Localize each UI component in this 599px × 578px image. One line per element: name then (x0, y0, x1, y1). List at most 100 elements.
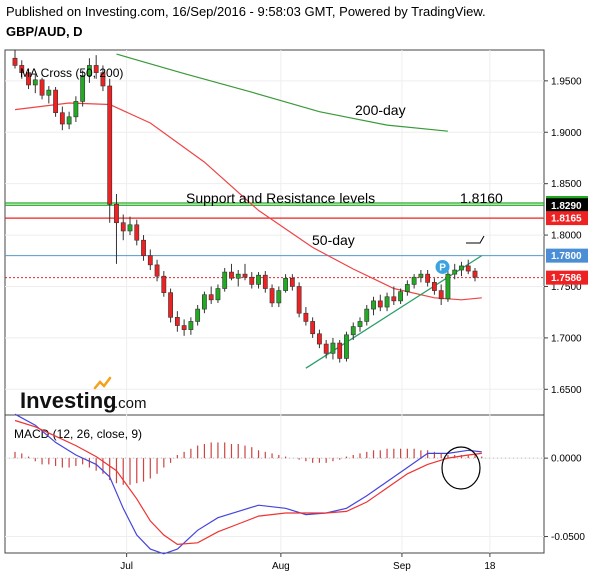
candle (59, 106, 65, 131)
logo-arrow-icon (93, 376, 112, 390)
svg-text:Investing: Investing (20, 388, 117, 413)
signal-line (14, 419, 482, 546)
candle (364, 304, 370, 326)
sr-value-annotation: 1.8160 (460, 190, 503, 206)
candle (66, 111, 72, 130)
candle (276, 286, 282, 308)
candle (350, 322, 356, 340)
candle (141, 235, 146, 261)
candle (161, 271, 167, 297)
candle (107, 78, 113, 223)
candle (229, 263, 234, 281)
candle (256, 272, 261, 289)
macd-axis[interactable]: 0.0000 -0.0500 (544, 454, 585, 543)
candle (46, 85, 52, 104)
candle (452, 263, 458, 280)
price-badge: 1.7586 (546, 270, 588, 285)
price-tick-label: 1.9500 (551, 76, 582, 87)
candle (398, 288, 403, 304)
candle (425, 270, 431, 287)
candle (32, 74, 38, 94)
price-badge: 1.7800 (546, 248, 588, 263)
candle (235, 270, 241, 287)
candle (215, 284, 221, 303)
candle (323, 339, 329, 359)
price-axis[interactable]: 1.6500 1.7000 1.7500 1.8000 1.8500 1.9000 1.95… (544, 76, 582, 396)
grid (5, 50, 544, 553)
ma-cross-label: MA Cross (50, 200) (20, 66, 123, 80)
svg-text:.com: .com (114, 395, 147, 412)
candle (181, 319, 187, 336)
candle (147, 249, 153, 271)
candle (418, 270, 424, 283)
candle (208, 286, 214, 304)
time-axis[interactable]: Jul Aug Sep 18 (120, 553, 496, 572)
price-tick-label: 1.7000 (551, 333, 582, 344)
candle (242, 263, 248, 281)
candle (391, 286, 397, 305)
candle (174, 311, 180, 332)
candle (357, 317, 363, 332)
candle (12, 50, 18, 69)
candle (317, 329, 322, 349)
highlight-circle (441, 446, 481, 490)
candle (53, 87, 58, 117)
ma50-annotation: 50-day (312, 232, 355, 248)
time-tick-label: Sep (393, 561, 411, 572)
candle (93, 55, 99, 79)
price-tick-label: 1.8000 (551, 231, 582, 242)
candle (310, 317, 316, 338)
time-tick-label: Jul (120, 561, 133, 572)
candle (283, 274, 288, 293)
candle (39, 77, 45, 100)
price-tick-label: 1.7500 (551, 282, 582, 293)
candle (377, 294, 383, 312)
candle (120, 214, 126, 241)
investing-logo: Investing .com (20, 376, 147, 413)
candle (330, 337, 336, 360)
candle (337, 339, 343, 363)
sr-annotation: Support and Resistance levels (186, 190, 375, 206)
macd-label: MACD (12, 26, close, 9) (14, 427, 142, 441)
price-badge: 1.8290 (546, 198, 588, 213)
ma200-annotation: 200-day (355, 102, 406, 118)
candle (168, 288, 173, 323)
candle (80, 70, 86, 107)
ma50-pointer (466, 235, 485, 244)
ma200-line (116, 53, 448, 132)
candle (134, 219, 140, 246)
time-tick-label: Aug (272, 561, 290, 572)
candle (73, 96, 79, 122)
svg-text:1.8290: 1.8290 (551, 201, 582, 212)
symbol-label: GBP/AUD, D (6, 24, 83, 39)
macd-tick-label: -0.0500 (551, 532, 585, 543)
candle (411, 274, 417, 289)
candle (100, 65, 106, 92)
p-badge[interactable]: P (435, 259, 450, 274)
candle (87, 58, 92, 83)
candle (154, 259, 160, 282)
candle (438, 284, 444, 305)
candle (19, 60, 25, 79)
candle (445, 271, 451, 302)
price-tick-label: 1.8500 (551, 179, 582, 190)
candle (404, 280, 410, 296)
levels (5, 202, 544, 279)
candle (249, 272, 255, 289)
price-tick-label: 1.9000 (551, 128, 582, 139)
candle (202, 291, 207, 314)
candle (222, 267, 228, 292)
macd-line (14, 413, 482, 555)
candle (269, 284, 275, 308)
macd-histogram (14, 442, 483, 485)
candle (114, 193, 119, 264)
published-info: Published on Investing.com, 16/Sep/2016 … (6, 4, 486, 19)
candle (296, 282, 302, 318)
candle (188, 317, 194, 335)
macd-tick-label: 0.0000 (551, 454, 582, 465)
candle (432, 278, 437, 295)
candle (459, 261, 464, 277)
candle (344, 331, 349, 362)
